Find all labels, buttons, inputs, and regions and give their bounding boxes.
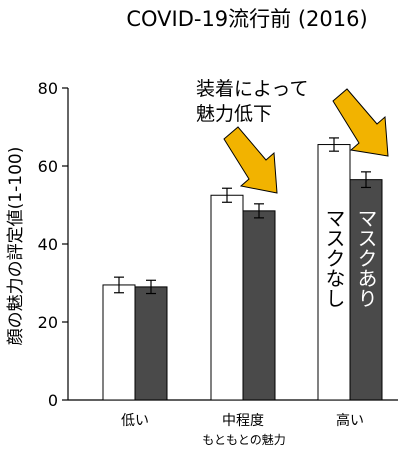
y-tick-label: 60	[38, 157, 58, 176]
plot-area: 0 20 40 60 80 低い 中程度 高い マスクなし マスクあり	[38, 79, 398, 429]
annotation-line-1: 装着によって	[196, 78, 308, 100]
annotation-line-2: 魅力低下	[196, 103, 272, 125]
x-tick-label: 低い	[121, 413, 149, 429]
bar-0-1	[210, 194, 244, 401]
x-axis-label: もともとの魅力	[202, 432, 285, 447]
arrow-1	[223, 126, 278, 194]
arrow-2	[332, 88, 389, 157]
y-tick-label: 40	[38, 235, 58, 254]
bar-0-0	[102, 284, 136, 401]
y-tick-label: 20	[38, 313, 58, 332]
y-tick-label: 0	[48, 391, 58, 410]
series-label-0: マスクなし	[322, 208, 346, 308]
x-tick-label: 中程度	[222, 413, 264, 429]
y-axis-label: 顔の魅力の評定値(1-100)	[6, 147, 26, 346]
series-label-1: マスクあり	[354, 208, 378, 308]
annotation: 装着によって 魅力低下	[196, 78, 308, 125]
chart-title: COVID-19流行前 (2016)	[126, 7, 367, 31]
bar-1-1	[242, 210, 276, 401]
bar-1-2	[349, 179, 383, 401]
x-tick-label: 高い	[336, 412, 364, 429]
bar-1-0	[134, 286, 168, 401]
y-tick-label: 80	[38, 79, 58, 98]
